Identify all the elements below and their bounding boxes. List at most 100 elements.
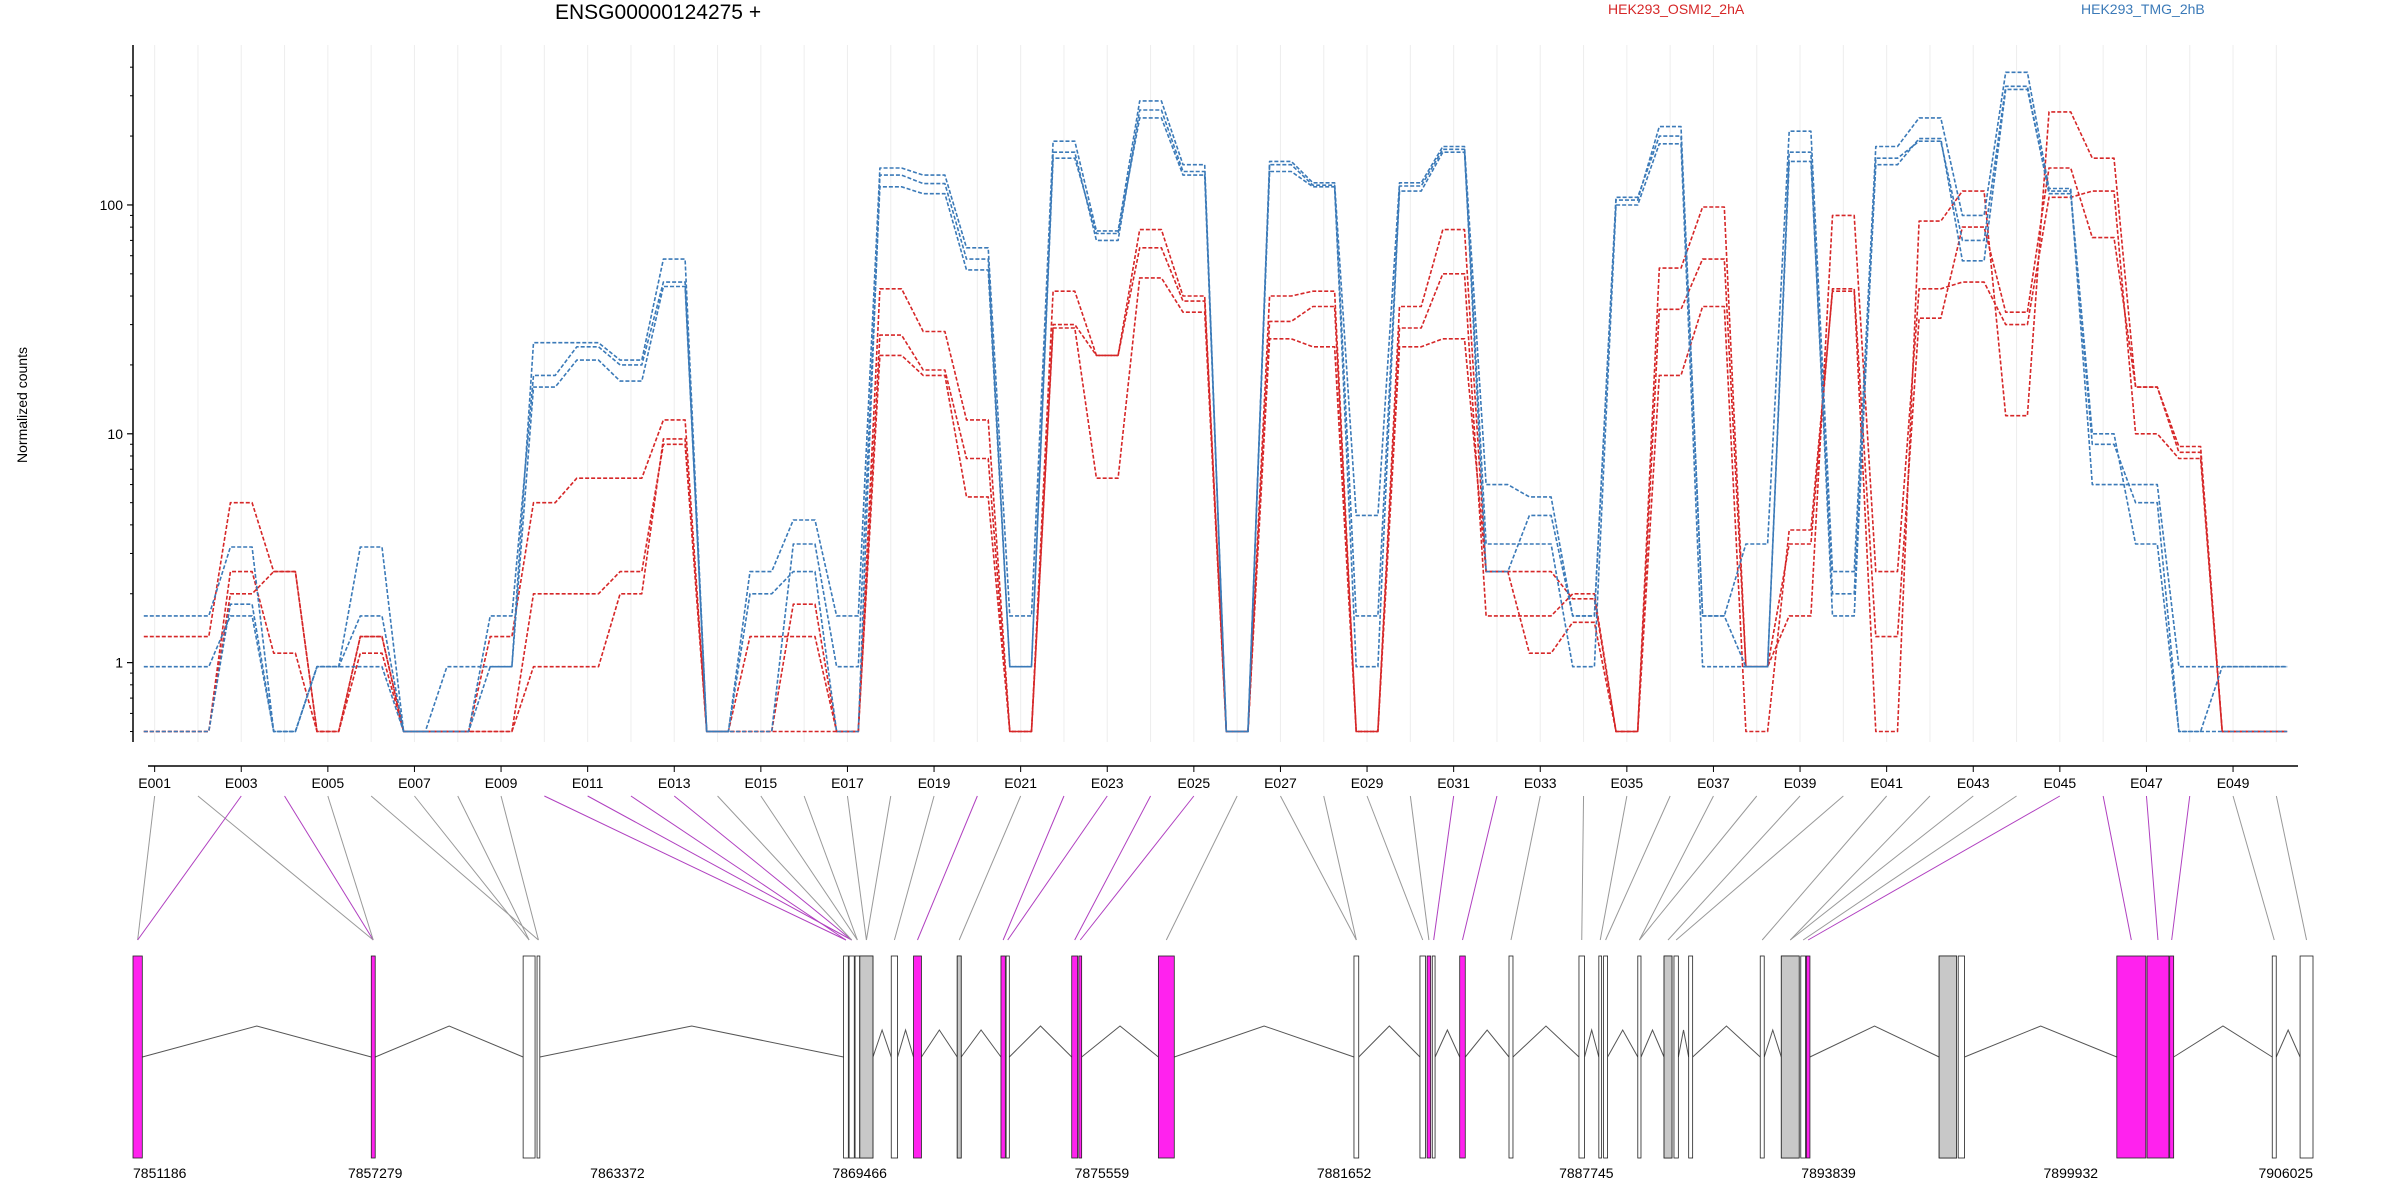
exon-link	[1462, 795, 1498, 941]
exon-box	[1459, 955, 1466, 1159]
exon-box	[1071, 955, 1079, 1159]
exon-link	[414, 795, 530, 941]
exon-box-shaded	[1938, 955, 1958, 1159]
x-tick-label: E027	[1264, 775, 1297, 791]
x-tick-label: E017	[831, 775, 864, 791]
x-tick-label: E005	[311, 775, 344, 791]
exon-link	[803, 795, 858, 941]
exon-link	[717, 795, 853, 941]
x-tick-label: E037	[1697, 775, 1730, 791]
exon-link	[1789, 795, 1974, 941]
exon-link	[1002, 795, 1065, 941]
intron-line	[1964, 1025, 2118, 1058]
exon-box	[2169, 955, 2175, 1159]
x-tick-label: E025	[1177, 775, 1210, 791]
exon-box	[1000, 955, 1006, 1159]
x-tick-label: E019	[918, 775, 951, 791]
genome-coordinate-label: 7869466	[832, 1165, 887, 1181]
exon-link	[1675, 795, 1844, 941]
series-line-b-3	[143, 71, 2288, 733]
exon-box	[132, 955, 143, 1159]
exon-box	[890, 955, 899, 1159]
intron-line	[1174, 1025, 1355, 1058]
exon-link	[2145, 795, 2159, 941]
exon-box	[1759, 955, 1765, 1159]
exon-box	[1426, 955, 1432, 1159]
exon-box	[843, 955, 849, 1159]
intron-line	[960, 1029, 1002, 1058]
x-tick-label: E015	[744, 775, 777, 791]
series-line-b-5	[143, 88, 2288, 733]
exon-link	[1638, 795, 1714, 941]
genome-coordinate-label: 7906025	[2258, 1165, 2313, 1181]
exon-link	[958, 795, 1022, 941]
exon-link	[1802, 795, 2017, 941]
exon-link	[1581, 795, 1585, 941]
exon-link	[587, 795, 852, 941]
intron-line	[1434, 1028, 1461, 1058]
exon-box-shaded	[859, 955, 874, 1159]
exon-box	[2146, 955, 2170, 1159]
exon-link	[1639, 795, 1758, 941]
exon-box	[1419, 955, 1426, 1159]
exon-box-shaded	[956, 955, 962, 1159]
exon-box	[1005, 955, 1010, 1159]
exon-link	[1667, 795, 1801, 941]
intron-line	[539, 1025, 844, 1058]
exon-link	[1807, 795, 2061, 941]
exon-box	[1353, 955, 1360, 1159]
exon-link	[1433, 795, 1455, 941]
exon-box	[1805, 955, 1811, 1159]
exon-link	[893, 795, 935, 941]
exon-box	[848, 955, 855, 1159]
intron-line	[375, 1025, 524, 1058]
exon-link	[2171, 795, 2191, 941]
exon-link	[1079, 795, 1195, 941]
exon-box	[1598, 955, 1603, 1159]
exon-box	[1603, 955, 1608, 1159]
x-tick-label: E031	[1437, 775, 1470, 791]
intron-line	[1358, 1025, 1421, 1058]
series-line-a-0	[143, 111, 2288, 733]
exon-link	[1761, 795, 1888, 941]
x-tick-label: E029	[1351, 775, 1384, 791]
exon-box	[1637, 955, 1642, 1159]
intron-line	[872, 1028, 892, 1058]
exon-box	[1431, 955, 1436, 1159]
intron-line	[1607, 1028, 1639, 1058]
genome-coordinate-label: 7851186	[133, 1165, 187, 1181]
chart-title: ENSG00000124275 +	[555, 1, 762, 24]
intron-line	[1584, 1028, 1600, 1058]
exon-box	[1078, 955, 1083, 1159]
exon-link	[544, 795, 847, 941]
exon-link	[1007, 795, 1108, 941]
gridlines	[154, 45, 2277, 742]
series-line-b-4	[143, 85, 2288, 733]
intron-line	[142, 1025, 372, 1058]
exon-link	[1280, 795, 1357, 941]
x-tick-label: E007	[398, 775, 431, 791]
x-tick-label: E039	[1784, 775, 1817, 791]
genome-coordinate-label: 7887745	[1559, 1165, 1614, 1181]
exon-link	[1165, 795, 1238, 941]
series-lines	[143, 71, 2288, 733]
intron-line	[2275, 1028, 2301, 1058]
exon-link	[846, 795, 867, 941]
exon-link	[137, 795, 242, 941]
genome-coordinate-label: 7881652	[1317, 1165, 1372, 1181]
exon-link	[2102, 795, 2132, 941]
x-tick-label: E013	[658, 775, 691, 791]
exon-link	[630, 795, 847, 941]
exon-link	[673, 795, 853, 941]
exon-box-shaded	[1663, 955, 1673, 1159]
exon-link	[1409, 795, 1430, 941]
exon-link	[2275, 795, 2308, 941]
intron-line	[2173, 1025, 2273, 1058]
exon-link	[370, 795, 539, 941]
exon-link	[1605, 795, 1671, 941]
exon-box	[522, 955, 536, 1159]
exon-link	[197, 795, 374, 941]
x-tick-label: E045	[2043, 775, 2076, 791]
exon-box	[913, 955, 922, 1159]
exon-link	[137, 795, 156, 941]
